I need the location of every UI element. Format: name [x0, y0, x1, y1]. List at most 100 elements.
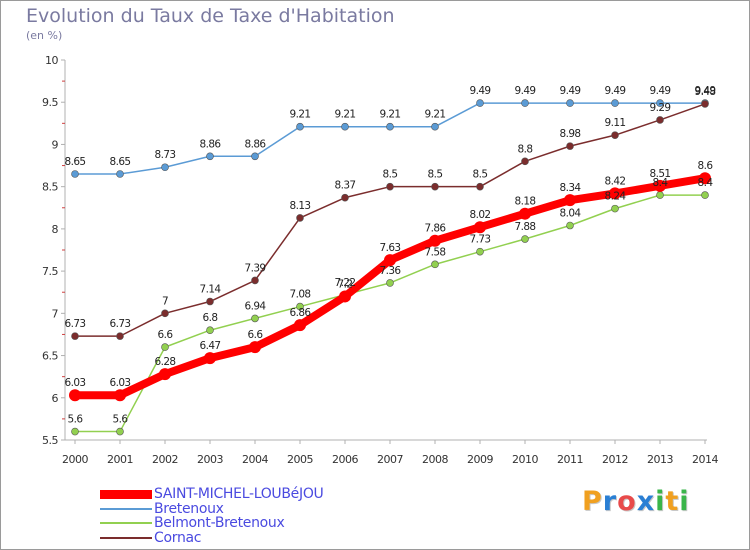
data-point-0: [294, 319, 306, 332]
data-label-3: 8.5: [383, 169, 398, 181]
data-label-0: 6.86: [290, 307, 312, 319]
y-tick-label: 7.5: [42, 265, 58, 278]
data-label-0: 8.51: [650, 168, 671, 180]
y-tick-label: 8: [52, 223, 59, 236]
data-label-0: 6.47: [200, 340, 221, 352]
data-point-1: [296, 122, 304, 131]
y-tick-label: 8.5: [42, 181, 58, 194]
legend-swatch-cornac: [100, 536, 152, 539]
data-label-3: 6.73: [65, 318, 86, 330]
data-point-1: [251, 152, 259, 161]
data-label-0: 8.34: [560, 182, 582, 194]
data-label-2: 5.6: [113, 414, 129, 426]
data-point-3: [701, 100, 709, 108]
data-label-1: 8.73: [155, 149, 176, 161]
data-point-3: [386, 182, 394, 191]
data-point-2: [611, 204, 619, 213]
data-point-0: [699, 172, 711, 185]
y-tick-label: 9: [52, 138, 59, 151]
data-point-0: [339, 290, 351, 303]
data-label-1: 9.49: [470, 85, 491, 97]
data-label-2: 7.58: [425, 246, 446, 258]
data-label-2: 7.08: [290, 289, 311, 301]
data-point-3: [656, 116, 664, 124]
data-label-1: 9.49: [650, 85, 671, 97]
data-label-0: 6.03: [110, 377, 131, 389]
x-tick-label: 2014: [692, 453, 718, 466]
x-tick-label: 2008: [422, 453, 448, 466]
data-label-1: 9.49: [695, 85, 716, 97]
legend-item-saint-michel: SAINT-MICHEL-LOUBéJOU: [100, 487, 324, 502]
data-point-1: [71, 170, 79, 178]
data-point-1: [206, 152, 214, 161]
data-label-2: 8.04: [560, 208, 582, 220]
data-point-2: [251, 314, 259, 323]
data-point-3: [476, 182, 484, 191]
data-point-0: [654, 179, 666, 192]
data-label-0: 6.6: [248, 329, 264, 341]
data-point-1: [161, 163, 169, 172]
data-point-0: [69, 389, 81, 402]
data-label-3: 7: [162, 295, 168, 307]
data-point-3: [71, 332, 79, 340]
logo-letter: r: [602, 486, 618, 517]
data-label-3: 8.37: [335, 180, 356, 192]
data-point-1: [521, 99, 529, 107]
logo-letter: t: [665, 486, 680, 517]
data-point-2: [476, 247, 484, 256]
data-label-3: 8.13: [290, 200, 311, 212]
x-tick-label: 2012: [602, 453, 628, 466]
data-label-2: 8.4: [698, 177, 714, 189]
data-label-0: 6.03: [65, 377, 86, 389]
data-point-3: [521, 157, 529, 166]
x-tick-label: 2013: [647, 453, 673, 466]
data-label-0: 8.02: [470, 209, 491, 221]
data-point-0: [159, 368, 171, 381]
x-tick-label: 2002: [152, 453, 178, 466]
legend-label-bretenoux: Bretenoux: [154, 500, 224, 517]
x-tick-label: 2005: [287, 453, 313, 466]
data-point-0: [609, 187, 621, 200]
data-label-1: 9.49: [515, 85, 536, 97]
x-tick-label: 2011: [557, 453, 583, 466]
data-point-0: [204, 352, 216, 365]
data-point-3: [251, 276, 259, 285]
data-label-3: 6.73: [110, 318, 131, 330]
data-point-3: [161, 309, 169, 318]
data-point-1: [566, 99, 574, 107]
data-point-1: [386, 122, 394, 131]
data-point-1: [656, 99, 664, 107]
data-label-3: 8.98: [560, 128, 581, 140]
data-label-3: 8.5: [473, 169, 488, 181]
data-point-1: [431, 122, 439, 131]
series-line-3: [74, 103, 706, 337]
data-point-0: [474, 221, 486, 234]
data-label-1: 9.21: [335, 109, 356, 121]
data-point-3: [116, 332, 124, 340]
data-point-1: [476, 99, 484, 107]
data-point-2: [566, 221, 574, 230]
legend-swatch-saint-michel: [100, 489, 152, 499]
logo-letter: P: [582, 486, 603, 517]
data-point-2: [206, 326, 214, 335]
data-label-0: 7.63: [380, 242, 401, 254]
data-label-0: 7.86: [425, 223, 447, 235]
data-label-3: 8.8: [518, 143, 533, 155]
data-label-1: 9.49: [605, 85, 626, 97]
data-label-3: 7.39: [245, 262, 266, 274]
y-tick-label: 6.5: [42, 350, 58, 363]
data-label-0: 8.6: [698, 160, 714, 172]
legend-item-belmont: Belmont-Bretenoux: [100, 516, 324, 531]
data-point-1: [341, 122, 349, 131]
data-label-0: 8.18: [515, 196, 536, 208]
data-point-3: [296, 214, 304, 222]
data-label-2: 8.4: [653, 177, 669, 189]
y-tick-label: 7: [52, 307, 59, 320]
chart-subtitle: (en %): [26, 29, 63, 42]
data-label-1: 8.86: [200, 138, 222, 150]
x-tick-label: 2009: [467, 453, 493, 466]
x-tick-label: 2006: [332, 453, 358, 466]
data-label-3: 8.5: [428, 169, 443, 181]
data-label-2: 8.24: [605, 191, 627, 203]
